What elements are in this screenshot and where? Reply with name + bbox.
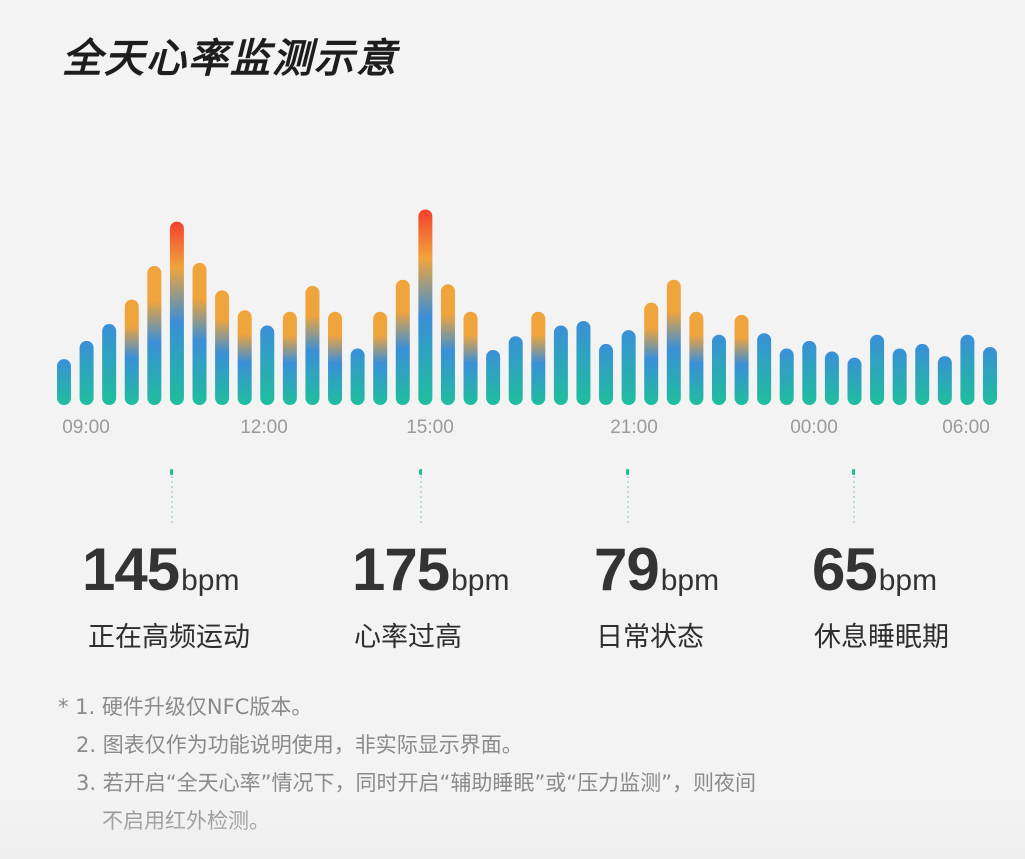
heart-rate-bar xyxy=(79,340,94,405)
x-tick-label: 00:00 xyxy=(790,417,838,438)
heart-rate-bar xyxy=(440,284,455,405)
footnote-1: * 1. 硬件升级仅NFC版本。 xyxy=(58,695,313,719)
x-tick-label: 12:00 xyxy=(240,417,288,438)
stat-unit: bpm xyxy=(181,564,240,597)
stat-unit: bpm xyxy=(660,564,720,597)
heart-rate-bar xyxy=(553,325,568,405)
x-tick-label: 15:00 xyxy=(406,417,454,438)
stat-label: 日常状态 xyxy=(596,622,704,653)
heart-rate-bar xyxy=(463,311,478,405)
stat-label: 正在高频运动 xyxy=(88,622,250,653)
heart-rate-bar xyxy=(102,324,117,405)
footnote-3-continued: 不启用红外检测。 xyxy=(102,809,270,833)
heart-rate-bar xyxy=(621,330,636,405)
stat-number: 79 xyxy=(594,536,660,603)
heart-rate-bar xyxy=(870,334,885,405)
heart-rate-bar xyxy=(824,351,839,405)
heart-rate-bar xyxy=(892,348,907,405)
heart-rate-bar xyxy=(531,311,546,405)
heart-rate-bar xyxy=(260,325,275,405)
heart-rate-bar xyxy=(689,311,704,405)
heart-rate-bar xyxy=(802,340,817,405)
heart-rate-bar xyxy=(350,348,365,405)
marker-dot-icon xyxy=(170,469,173,526)
stat-unit: bpm xyxy=(451,564,510,597)
heart-rate-bar xyxy=(666,279,681,405)
x-tick-label: 06:00 xyxy=(942,417,990,438)
heart-rate-bar xyxy=(147,265,162,405)
heart-rate-bar xyxy=(124,299,139,405)
heart-rate-bar-chart: 09:00 12:00 15:00 21:00 00:00 06:00 xyxy=(57,209,997,438)
heart-rate-bar xyxy=(599,343,614,405)
stat-value: 145bpm xyxy=(82,535,239,604)
stat-value: 175bpm xyxy=(352,535,509,604)
heart-rate-bar xyxy=(215,290,230,405)
heart-rate-bar xyxy=(734,314,749,405)
x-tick-label: 09:00 xyxy=(62,417,110,438)
x-tick-label: 21:00 xyxy=(610,417,658,438)
stat-unit: bpm xyxy=(878,564,938,597)
heart-rate-bar xyxy=(395,279,410,405)
heart-rate-bar xyxy=(983,346,997,405)
stat-number: 175 xyxy=(352,536,450,603)
heart-rate-bar xyxy=(169,221,184,405)
stat-value: 65bpm xyxy=(812,535,937,604)
footnote-2: 2. 图表仅作为功能说明使用，非实际显示界面。 xyxy=(76,733,523,757)
heart-rate-bar xyxy=(915,343,930,405)
heart-rate-bar xyxy=(305,285,320,405)
heart-rate-bar xyxy=(486,350,501,405)
heart-rate-bar xyxy=(508,336,523,405)
heart-rate-bar xyxy=(373,311,388,405)
heart-rate-bar xyxy=(779,348,794,405)
heart-rate-bar xyxy=(960,334,975,405)
heart-rate-bar xyxy=(57,359,71,405)
stat-number: 145 xyxy=(82,536,180,603)
heart-rate-bar xyxy=(576,320,591,405)
marker-dot-icon xyxy=(419,469,422,526)
heart-rate-bar xyxy=(937,356,952,405)
stat-number: 65 xyxy=(812,536,878,603)
stat-value: 79bpm xyxy=(594,535,719,604)
stat-label: 心率过高 xyxy=(354,622,462,653)
heart-rate-bar xyxy=(757,333,772,405)
heart-rate-bar xyxy=(237,310,252,405)
marker-dot-icon xyxy=(626,469,629,526)
stat-label: 休息睡眠期 xyxy=(814,622,949,653)
footnotes: * 1. 硬件升级仅NFC版本。 2. 图表仅作为功能说明使用，非实际显示界面。… xyxy=(58,688,756,840)
heart-rate-bar xyxy=(328,311,343,405)
heart-rate-bar xyxy=(282,311,297,405)
marker-dot-icon xyxy=(852,469,855,526)
heart-rate-bar xyxy=(418,209,433,405)
heart-rate-bar xyxy=(711,334,726,405)
page-title: 全天心率监测示意 xyxy=(62,36,398,82)
footnote-3: 3. 若开启“全天心率”情况下，同时开启“辅助睡眠”或“压力监测”，则夜间 xyxy=(76,771,756,795)
heart-rate-bar xyxy=(192,262,207,405)
heart-rate-bar xyxy=(644,302,659,405)
heart-rate-bar xyxy=(847,357,862,405)
